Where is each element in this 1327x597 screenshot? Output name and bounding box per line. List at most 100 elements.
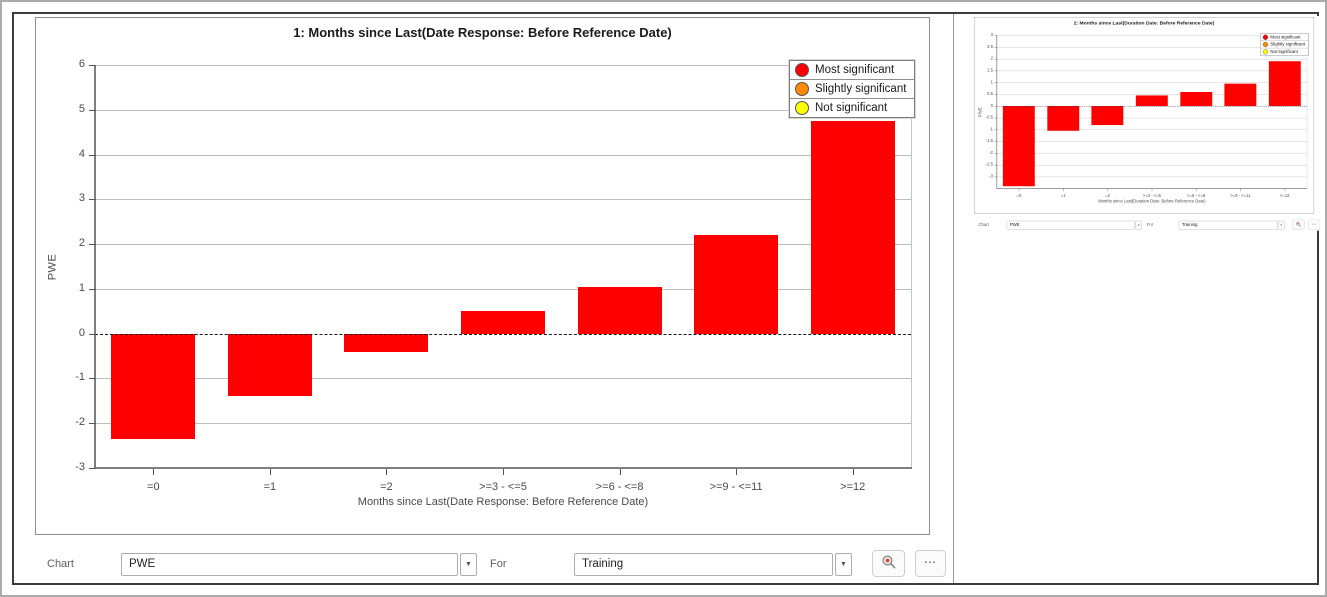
bar: [111, 333, 196, 439]
legend-label: Not significant: [815, 102, 888, 114]
x-tick-label: =2: [1105, 193, 1110, 199]
x-tick: [736, 469, 738, 475]
legend-swatch-icon: [1262, 49, 1269, 55]
x-tick-label: >=3 - <=5: [1142, 193, 1161, 199]
legend-item: Most significant: [790, 61, 915, 80]
legend-swatch-icon: [795, 82, 809, 96]
y-tick-label: 1: [78, 281, 85, 294]
chart-select-label: Chart: [47, 558, 74, 570]
x-tick-label: =1: [1060, 193, 1066, 199]
y-tick-label: 1: [990, 79, 993, 85]
x-tick-label: =0: [147, 481, 160, 493]
x-tick-label: >=12: [840, 481, 866, 493]
y-tick-label: -1: [989, 126, 993, 132]
for-select-label: For: [490, 558, 507, 570]
thumbnail-scaled-content: 2: Months since Last(Duration Date: Befo…: [966, 16, 1323, 231]
chart-controls-row: Chart PWE ▼ For Training ▼...: [14, 549, 952, 579]
x-tick: [386, 469, 388, 475]
x-tick: [852, 469, 854, 475]
y-axis-line: [996, 35, 998, 189]
x-tick: [503, 469, 504, 475]
x-tick-label: =2: [380, 481, 393, 493]
y-tick: [89, 468, 96, 469]
legend-item: Not significant: [790, 99, 915, 117]
chart-thumbnail-2[interactable]: 2: Months since Last(Duration Date: Befo…: [966, 16, 1324, 236]
y-tick-label: -2: [989, 150, 993, 156]
main-chart-slot: 1: Months since Last(Date Response: Befo…: [14, 14, 953, 579]
bar: [1224, 83, 1257, 107]
gridline: [95, 65, 911, 66]
y-tick-label: -1.5: [985, 138, 993, 144]
y-tick-label: -2.5: [985, 162, 993, 167]
x-axis-line: [94, 467, 912, 469]
x-tick-label: >=9 - <=11: [1230, 193, 1251, 199]
legend-item: Not significant: [1260, 48, 1309, 56]
bar: [1091, 106, 1124, 125]
partition-select[interactable]: Training ▼: [574, 553, 852, 576]
y-tick-label: 3: [990, 32, 993, 38]
y-tick-label: 2.5: [987, 44, 993, 50]
chart-unit-1: 1: Months since Last(Date Response: Befo…: [14, 14, 952, 579]
legend-swatch-icon: [1262, 34, 1269, 40]
dropdown-arrow-icon[interactable]: ▼: [835, 553, 852, 576]
chart-select-label: Chart: [978, 222, 989, 228]
chart-output-panel: 1: Months since Last(Date Response: Befo…: [12, 12, 1323, 585]
x-tick: [619, 469, 621, 475]
for-select-label: For: [1146, 222, 1154, 228]
plot-area: 3 2.5 2 1.5 1 0.5 0 -0.5 -1 -1.5 -2 -2.5 -3 =0 =1 =2 >=3…: [978, 33, 1309, 204]
y-tick-label: 5: [78, 102, 85, 115]
y-tick-label: 0: [990, 103, 993, 108]
chart-unit-2: 2: Months since Last(Duration Date: Befo…: [966, 16, 1323, 231]
bar: [461, 311, 545, 334]
bar: [1002, 106, 1035, 187]
y-tick: [89, 288, 96, 290]
chart-type-select-value: PWE: [1006, 220, 1135, 230]
x-tick-label: =0: [1016, 193, 1022, 199]
y-tick: [89, 378, 96, 380]
y-axis-line: [94, 65, 96, 468]
bar: [1268, 61, 1301, 107]
y-tick-label: 2: [990, 56, 993, 61]
y-tick: [89, 199, 96, 201]
y-tick-label: 2: [78, 237, 85, 250]
x-tick-label: >=9 - <=11: [709, 481, 763, 493]
legend-swatch-icon: [1262, 41, 1269, 48]
y-tick-label: -3: [989, 174, 993, 179]
y-tick: [89, 154, 96, 156]
magnifier-icon: [1295, 221, 1301, 228]
y-tick-label: 6: [78, 58, 85, 70]
y-tick-label: -1: [75, 371, 85, 384]
bar: [694, 235, 779, 334]
chart-panel: 2: Months since Last(Duration Date: Befo…: [973, 17, 1315, 214]
legend: Most significant Slightly significant Not …: [789, 60, 916, 118]
dropdown-arrow-icon[interactable]: ▼: [460, 553, 477, 576]
more-options-button[interactable]: ...: [915, 550, 946, 577]
partition-select-value: Training: [574, 553, 833, 576]
y-tick: [89, 333, 96, 335]
y-tick: [89, 244, 96, 246]
partition-select-value: Training: [1178, 220, 1278, 230]
x-axis-title: Months since Last(Date Response: Before …: [357, 496, 649, 508]
x-tick-label: >=3 - <=5: [479, 481, 527, 493]
y-tick-label: -0.5: [985, 115, 993, 120]
x-tick-label: >=6 - <=8: [595, 481, 644, 493]
chart-title: 1: Months since Last(Date Response: Befo…: [293, 25, 672, 40]
y-axis-title: PWE: [46, 253, 59, 280]
gridline: [95, 244, 911, 246]
bar: [810, 121, 895, 334]
thumbnail-sidebar: 2: Months since Last(Duration Date: Befo…: [954, 14, 1323, 583]
x-tick: [153, 469, 155, 475]
zoom-preview-button[interactable]: [872, 550, 905, 577]
bar: [344, 333, 429, 352]
chart-type-select[interactable]: PWE ▼: [121, 553, 477, 576]
legend-swatch-icon: [795, 101, 809, 115]
chart-panel: 1: Months since Last(Date Response: Befo…: [35, 17, 930, 535]
bar: [577, 286, 662, 334]
legend-label: Most significant: [1270, 35, 1301, 40]
dropdown-arrow-icon: ▼: [1135, 220, 1142, 230]
x-axis-line: [996, 188, 1308, 189]
magnifier-icon: [881, 554, 897, 573]
y-tick-label: 0.5: [987, 91, 993, 97]
legend: Most significant Slightly significant Not …: [1260, 33, 1309, 56]
y-tick-label: 4: [78, 147, 85, 160]
